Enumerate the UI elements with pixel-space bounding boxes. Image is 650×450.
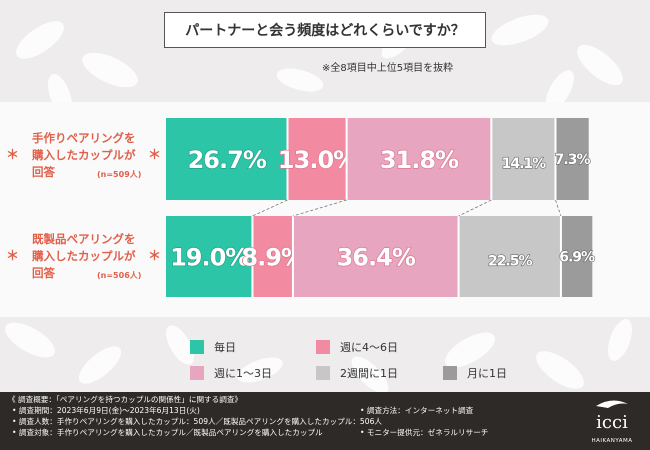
- legend: 毎日 週に4〜6日 週に1〜3日 2週間に1日 月に1日: [0, 336, 650, 386]
- bar-segment: [166, 118, 288, 200]
- bar-segment: [458, 216, 561, 297]
- data-label: 36.4%: [337, 244, 416, 272]
- survey-footer: 《 調査概要：「ペアリングを持つカップルの関係性」に関する調査》 • 調査期間：…: [0, 392, 650, 450]
- data-label: 6.9%: [559, 250, 595, 266]
- asterisk-left: ＊: [6, 148, 20, 163]
- data-label: 7.3%: [555, 152, 591, 168]
- legend-label: 月に1日: [467, 367, 507, 380]
- row-label-line3: 回答: [32, 266, 55, 280]
- asterisk-right: ＊: [148, 148, 162, 163]
- legend-label: 毎日: [214, 341, 236, 354]
- connector-line: [458, 199, 492, 217]
- data-label: 22.5%: [488, 254, 533, 270]
- asterisk-left: ＊: [6, 249, 20, 264]
- data-label: 19.0%: [170, 244, 249, 272]
- row-label-n: (n=509人): [97, 170, 142, 179]
- bar-segment: [555, 118, 589, 200]
- connector-line: [252, 199, 288, 217]
- chart-note: ※全8項目中上位5項目を抜粋: [322, 63, 454, 74]
- bar-segment: [560, 216, 593, 297]
- legend-swatch: [316, 366, 330, 380]
- legend-swatch: [190, 340, 204, 354]
- row-label-line2: 購入したカップルが: [32, 148, 136, 162]
- asterisk-right: ＊: [148, 249, 162, 264]
- legend-swatch: [190, 366, 204, 380]
- icci-logo: icci HAIKANYAMA: [574, 392, 650, 450]
- footer-target: • 調査対象：手作りペアリングを購入したカップル／既製品ペアリングを購入したカッ…: [12, 428, 323, 437]
- footer-count: • 調査人数：手作りペアリングを購入したカップル：509人／既製品ペアリングを購…: [12, 417, 383, 426]
- legend-swatch: [316, 340, 330, 354]
- data-label: 31.8%: [380, 146, 459, 174]
- stacked-bar-chart: 26.7% 13.0% 31.8% 14.1% 7.3%19.0%8.9% 36.4% 22…: [166, 118, 597, 297]
- legend-item-biweekly: 2週間に1日: [316, 365, 398, 381]
- row-label-line1: 既製品ペアリングを: [32, 232, 136, 246]
- logo-text: icci: [596, 412, 628, 433]
- leaf-background-pattern: [5, 14, 633, 392]
- logo-mark-icon: icci HAIKANYAMA: [591, 400, 632, 444]
- legend-swatch: [443, 366, 457, 380]
- footer-overview: 《 調査概要：「ペアリングを持つカップルの関係性」に関する調査》: [8, 395, 243, 404]
- footer-period: • 調査期間：2023年6月9日(金)〜2023年6月13日(火): [12, 406, 200, 415]
- legend-item-4-6: 週に4〜6日: [316, 339, 398, 355]
- bar-segment: [252, 216, 293, 297]
- row-label-line3: 回答: [32, 165, 55, 179]
- bar-segment: [166, 216, 253, 297]
- data-label: 26.7%: [188, 146, 267, 174]
- bar-segment: [346, 118, 492, 200]
- legend-item-monthly: 月に1日: [443, 365, 507, 381]
- bar-segment: [287, 118, 347, 200]
- connector-line: [555, 199, 562, 217]
- bar-segment: [491, 118, 556, 200]
- legend-label: 週に4〜6日: [340, 341, 398, 354]
- bar-segment: [292, 216, 459, 297]
- logo-subtext: HAIKANYAMA: [591, 438, 632, 444]
- row-label-line1: 手作りペアリングを: [32, 131, 136, 145]
- row-label-line2: 購入したカップルが: [32, 249, 136, 263]
- data-label: 14.1%: [502, 156, 547, 172]
- legend-label: 週に1〜3日: [214, 367, 272, 380]
- legend-item-daily: 毎日: [190, 339, 236, 355]
- footer-provider: • モニター提供元：ゼネラルリサーチ: [360, 428, 489, 437]
- data-label: 13.0%: [278, 146, 357, 174]
- legend-item-1-3: 週に1〜3日: [190, 365, 272, 381]
- chart-title: パートナーと会う頻度はどれくらいですか？: [164, 12, 486, 48]
- connector-line: [292, 199, 347, 217]
- footer-method: • 調査方法：インターネット調査: [360, 406, 474, 415]
- legend-label: 2週間に1日: [340, 367, 398, 380]
- row-label-n: (n=506人): [97, 271, 142, 280]
